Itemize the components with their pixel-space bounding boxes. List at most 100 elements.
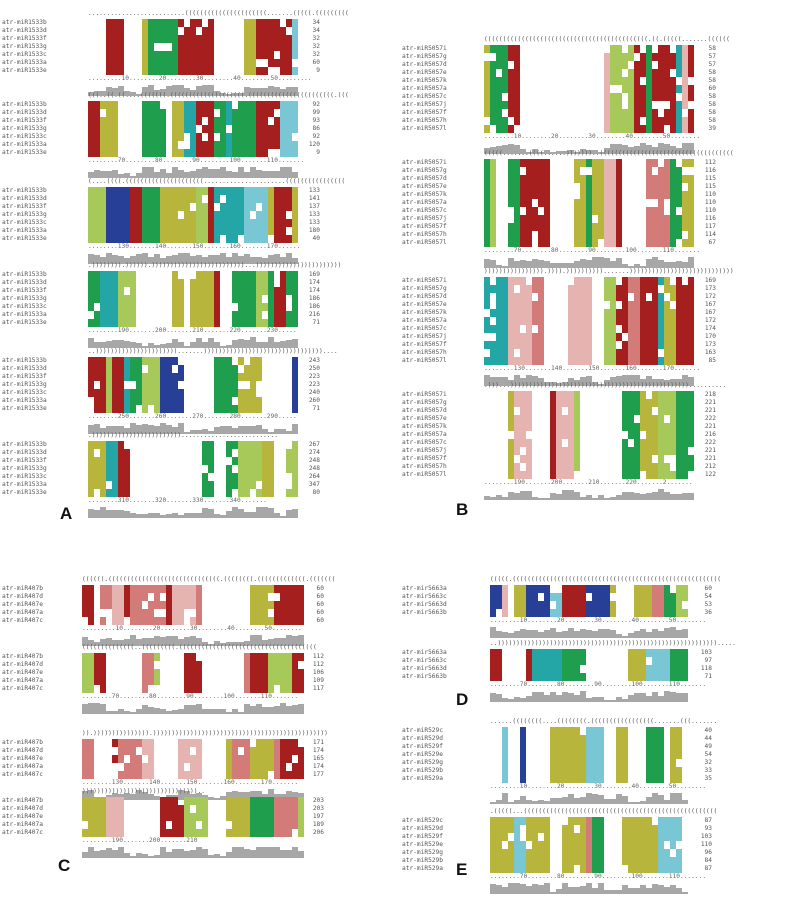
residue-cell — [112, 43, 118, 51]
residue-cell — [256, 295, 262, 303]
residue-cell — [88, 457, 94, 465]
residue-cell — [256, 311, 262, 319]
residue-cell — [268, 187, 274, 195]
residue-cell — [652, 423, 658, 431]
residue-cell — [184, 51, 190, 59]
residue-cell — [178, 397, 184, 405]
residue-cell — [580, 333, 586, 341]
residue-cell — [520, 751, 526, 759]
residue-cell — [244, 203, 250, 211]
residue-cell — [250, 685, 256, 693]
residue-cell — [142, 397, 148, 405]
residue-cell — [646, 665, 652, 673]
conservation-bar — [148, 167, 154, 178]
residue-cell — [292, 373, 298, 381]
residue-cell — [226, 805, 232, 813]
residue-cell — [214, 365, 220, 373]
sequence-position: 243 — [308, 357, 320, 364]
residue-cell — [124, 473, 130, 481]
residue-cell — [142, 593, 148, 601]
conservation-bar — [130, 794, 136, 800]
sequence-position: 112 — [312, 661, 324, 668]
residue-cell — [106, 271, 112, 279]
sequence-position: 71 — [704, 673, 712, 680]
alignment-row: atr-miR1533e 40 — [0, 235, 400, 243]
residue-cell — [622, 833, 628, 841]
residue-cell — [670, 93, 676, 101]
sequence-position: 260 — [308, 397, 320, 404]
residue-cell — [256, 805, 262, 813]
alignment-row: atr-miR1533f 248 — [0, 457, 400, 465]
residue-cell — [94, 141, 100, 149]
residue-cell — [280, 319, 286, 327]
residue-cell — [520, 585, 526, 593]
residue-cell — [658, 293, 664, 301]
residue-cell — [574, 767, 580, 775]
residue-cell — [118, 813, 124, 821]
residue-cell — [640, 415, 646, 423]
residue-cell — [172, 271, 178, 279]
conservation-histogram — [82, 634, 304, 646]
sequence-cells — [88, 279, 298, 287]
residue-cell — [664, 423, 670, 431]
residue-cell — [634, 125, 640, 133]
residue-cell — [604, 585, 610, 593]
sequence-position: 93 — [312, 117, 320, 124]
conservation-bar — [118, 426, 124, 434]
residue-cell — [160, 617, 166, 625]
residue-cell — [118, 747, 124, 755]
conservation-bar — [652, 793, 658, 804]
residue-cell — [262, 661, 268, 669]
residue-cell — [520, 609, 526, 617]
conservation-bar — [598, 495, 604, 500]
residue-cell — [292, 27, 298, 35]
residue-cell — [670, 833, 676, 841]
sequence-position: 174 — [312, 763, 324, 770]
residue-cell — [118, 449, 124, 457]
residue-cell — [688, 117, 694, 125]
conservation-bar — [124, 639, 130, 646]
residue-cell — [160, 585, 166, 593]
conservation-bar — [568, 794, 574, 804]
residue-cell — [610, 223, 616, 231]
residue-cell — [88, 235, 94, 243]
residue-cell — [658, 767, 664, 775]
residue-cell — [82, 755, 88, 763]
residue-cell — [676, 215, 682, 223]
residue-cell — [274, 219, 280, 227]
conservation-bar — [196, 638, 202, 646]
conservation-bar — [232, 93, 238, 96]
residue-cell — [532, 159, 538, 167]
conservation-bar — [592, 150, 598, 154]
residue-cell — [514, 415, 520, 423]
residue-cell — [580, 159, 586, 167]
residue-cell — [640, 423, 646, 431]
conservation-bar — [640, 379, 646, 386]
residue-cell — [664, 77, 670, 85]
residue-cell — [136, 763, 142, 771]
residue-cell — [280, 653, 286, 661]
residue-cell — [256, 609, 262, 617]
conservation-bar — [208, 509, 214, 518]
residue-cell — [490, 183, 496, 191]
residue-cell — [100, 195, 106, 203]
residue-cell — [256, 593, 262, 601]
sequence-cells — [82, 821, 304, 829]
residue-cell — [184, 101, 190, 109]
residue-cell — [514, 593, 520, 601]
residue-cell — [556, 767, 562, 775]
residue-cell — [682, 609, 688, 617]
residue-cell — [520, 309, 526, 317]
alignment-row: atr-miR1533c 92 — [0, 133, 400, 141]
residue-cell — [646, 833, 652, 841]
residue-cell — [88, 373, 94, 381]
residue-cell — [670, 399, 676, 407]
sequence-cells — [88, 203, 298, 211]
conservation-bar — [106, 253, 112, 264]
residue-cell — [514, 191, 520, 199]
residue-cell — [544, 231, 550, 239]
residue-cell — [544, 673, 550, 681]
residue-cell — [106, 797, 112, 805]
residue-cell — [118, 373, 124, 381]
residue-cell — [262, 813, 268, 821]
